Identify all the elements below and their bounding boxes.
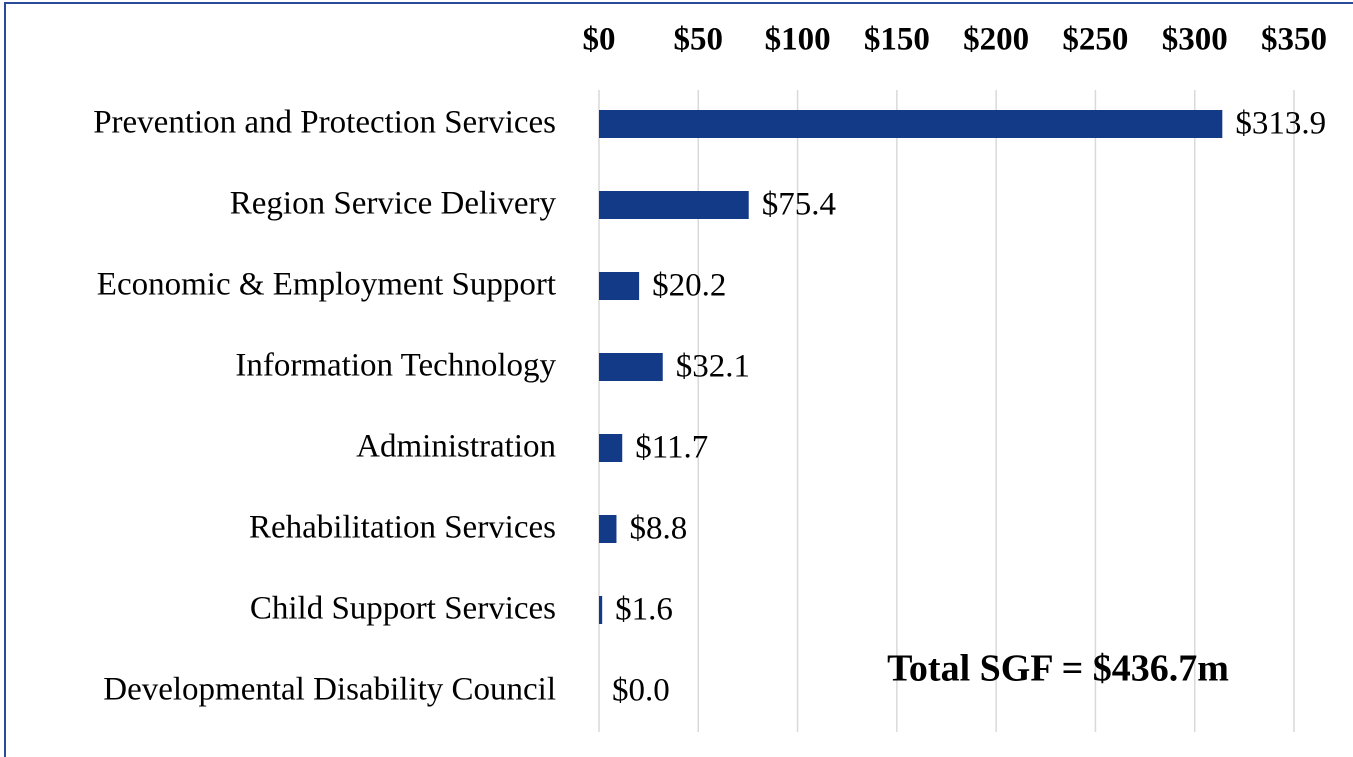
annotation: Total SGF = $436.7m <box>887 648 1229 690</box>
x-tick-label: $150 <box>864 22 930 58</box>
bar <box>599 110 1223 138</box>
category-label: Information Technology <box>235 348 556 384</box>
bar <box>599 353 663 381</box>
value-label: $75.4 <box>762 187 836 223</box>
category-label: Economic & Employment Support <box>97 267 556 303</box>
category-label: Child Support Services <box>250 591 556 627</box>
x-tick-label: $0 <box>583 22 616 58</box>
category-label: Region Service Delivery <box>230 186 557 222</box>
bar <box>599 596 603 624</box>
category-label: Administration <box>356 429 556 465</box>
category-label: Rehabilitation Services <box>249 510 556 546</box>
value-label: $32.1 <box>676 349 750 385</box>
category-label: Prevention and Protection Services <box>93 105 556 141</box>
value-label: $20.2 <box>652 268 726 304</box>
x-tick-label: $100 <box>765 22 831 58</box>
value-label: $8.8 <box>629 511 687 547</box>
bar <box>599 515 617 543</box>
x-tick-label: $50 <box>674 22 724 58</box>
category-label: Developmental Disability Council <box>103 672 556 708</box>
x-tick-label: $200 <box>963 22 1029 58</box>
bar <box>599 191 749 219</box>
value-label: $11.7 <box>635 430 708 466</box>
bar <box>599 272 640 300</box>
x-tick-label: $300 <box>1162 22 1228 58</box>
x-tick-label: $250 <box>1062 22 1128 58</box>
value-label: $0.0 <box>612 673 670 709</box>
bar <box>599 434 623 462</box>
x-tick-label: $350 <box>1261 22 1327 58</box>
value-label: $1.6 <box>615 592 673 628</box>
value-label: $313.9 <box>1235 106 1326 142</box>
